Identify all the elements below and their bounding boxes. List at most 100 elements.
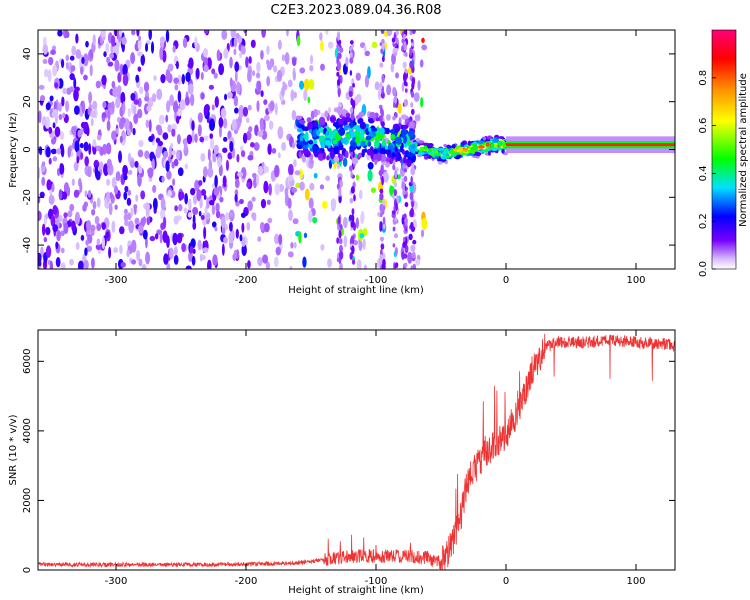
spectrogram-cell [134, 217, 140, 225]
spectrogram-cell [233, 37, 238, 48]
spectrogram-cell [246, 222, 251, 231]
spectrogram-cell [176, 232, 183, 244]
spectrogram-cell [156, 88, 163, 101]
spectrogram-cell [411, 30, 416, 35]
spectrogram-cell [173, 246, 178, 256]
spectrogram-cell [395, 149, 399, 158]
spectrogram-cell [402, 61, 407, 69]
spectrogram-cell [343, 235, 348, 248]
spectrogram-cell [292, 141, 296, 149]
spectrogram-cell [319, 184, 325, 190]
spectrogram-cell [63, 222, 69, 235]
spectrogram-cell [394, 47, 399, 53]
spectrogram-cell [302, 126, 310, 132]
spectrogram-cell [363, 264, 368, 269]
spectrogram-cell [233, 249, 237, 259]
spectrogram-x-tick-label: -300 [105, 275, 128, 286]
spectrogram-cell [392, 115, 396, 121]
spectrogram-cell [419, 147, 424, 152]
spectrogram-cell [287, 251, 294, 258]
spectrogram-cell [301, 154, 306, 163]
spectrogram-cell [391, 37, 396, 43]
spectrogram-cell [132, 127, 136, 136]
spectrogram-cell [52, 204, 58, 215]
spectrogram-cell [409, 47, 413, 57]
spectrogram-cell [114, 204, 118, 210]
spectrogram-cell [207, 167, 214, 178]
spectrogram-cell [303, 232, 308, 239]
spectrogram-cell [356, 259, 362, 269]
spectrogram-cell [92, 100, 98, 110]
spectrogram-cell [127, 189, 132, 196]
spectrogram-cell [176, 108, 183, 116]
spectrogram-cell [257, 256, 263, 267]
spectrogram-cell [367, 66, 371, 79]
spectrogram-cell [327, 41, 334, 49]
spectrogram-cell [228, 231, 234, 244]
spectrogram-cell [410, 175, 413, 185]
spectrogram-cell [200, 92, 205, 100]
spectrogram-cell [404, 69, 408, 74]
spectrogram-cell [87, 189, 92, 198]
spectrogram-cell [360, 140, 367, 147]
spectrogram-cell [119, 135, 123, 144]
spectrogram-cell [38, 166, 41, 180]
spectrogram-cell [158, 114, 165, 125]
spectrogram-cell [56, 167, 61, 177]
spectrogram-cell [55, 148, 62, 155]
spectrogram-cell [333, 145, 339, 155]
spectrogram-cell [325, 175, 331, 181]
spectrogram-cell [225, 212, 230, 221]
spectrogram-cell [369, 111, 376, 119]
spectrogram-cell [392, 226, 396, 232]
spectrogram-cell [222, 147, 228, 153]
spectrogram-cell [236, 154, 240, 163]
spectrogram-cell [395, 30, 399, 36]
spectrogram-cell [151, 93, 157, 103]
spectrogram-cell [49, 260, 54, 269]
spectrogram-cell [289, 265, 293, 269]
spectrogram-cell [70, 65, 76, 72]
spectrogram-cell [330, 198, 337, 210]
spectrogram-cell [478, 145, 485, 149]
spectrogram-cell [38, 196, 41, 204]
snr-x-ticks: -300 -200 -100 0 100 [105, 330, 646, 587]
spectrogram-cell [336, 257, 340, 263]
spectrogram-cell [184, 96, 190, 106]
spectrogram-cell [349, 107, 354, 114]
spectrogram-cell [135, 194, 139, 202]
spectrogram-cell [230, 30, 237, 39]
spectrogram-cell [101, 112, 107, 119]
spectrogram-cell [401, 250, 405, 260]
spectrogram-cell [411, 78, 416, 86]
spectrogram-cell [402, 236, 406, 243]
spectrogram-cell [241, 237, 246, 247]
spectrogram-cell [320, 40, 324, 52]
spectrogram-cell [264, 222, 270, 233]
spectrogram-cell [409, 191, 414, 201]
spectrogram-cell [337, 106, 343, 116]
spectrogram-cell [337, 88, 341, 98]
spectrogram-cell [350, 112, 354, 121]
spectrogram-cell [223, 136, 228, 142]
spectrogram-y-axis-label: Frequency (Hz) [8, 112, 19, 188]
spectrogram-cell [98, 161, 104, 170]
spectrogram-cell [39, 191, 45, 198]
spectrogram-cell [74, 86, 80, 92]
spectrogram-cell [123, 213, 129, 222]
spectrogram-cell [392, 101, 396, 109]
spectrogram-cell [381, 55, 385, 63]
spectrogram-cell [137, 38, 142, 51]
spectrogram-cell [167, 63, 174, 72]
spectrogram-cell [391, 152, 396, 158]
spectrogram-cell [159, 36, 166, 44]
spectrogram-cell [231, 119, 237, 131]
spectrogram-cell [185, 71, 191, 83]
spectrogram-cell [265, 261, 271, 269]
spectrogram-cell [74, 140, 80, 153]
spectrogram-cell [42, 58, 48, 65]
spectrogram-cell [339, 262, 343, 269]
spectrogram-cell [114, 185, 119, 195]
spectrogram-cell [209, 133, 214, 139]
